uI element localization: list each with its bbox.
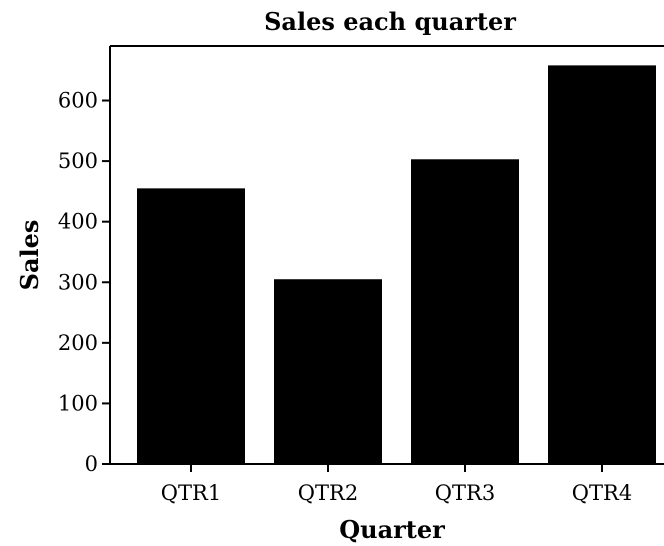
y-tick-label: 400: [58, 210, 98, 234]
y-tick-label: 100: [58, 391, 98, 415]
x-tick-label: QTR4: [572, 481, 632, 505]
y-axis-ticks: 0 100 200 300 400 500 600: [58, 89, 110, 476]
y-tick-label: 500: [58, 149, 98, 173]
y-tick-label: 600: [58, 89, 98, 113]
bar-qtr4: [548, 65, 656, 465]
x-axis-label: Quarter: [339, 515, 445, 544]
y-axis-label: Sales: [15, 220, 44, 291]
x-tick-label: QTR3: [435, 481, 495, 505]
bar-qtr2: [274, 279, 382, 464]
bar-qtr1: [137, 188, 245, 465]
chart-title: Sales each quarter: [264, 7, 516, 36]
y-tick-label: 200: [58, 331, 98, 355]
bar-qtr3: [411, 159, 519, 464]
x-axis-ticks: QTR1 QTR2 QTR3 QTR4: [161, 464, 632, 505]
bars: [137, 65, 656, 465]
x-tick-label: QTR1: [161, 481, 221, 505]
y-tick-label: 300: [58, 270, 98, 294]
y-tick-label: 0: [85, 452, 98, 476]
x-tick-label: QTR2: [298, 481, 358, 505]
